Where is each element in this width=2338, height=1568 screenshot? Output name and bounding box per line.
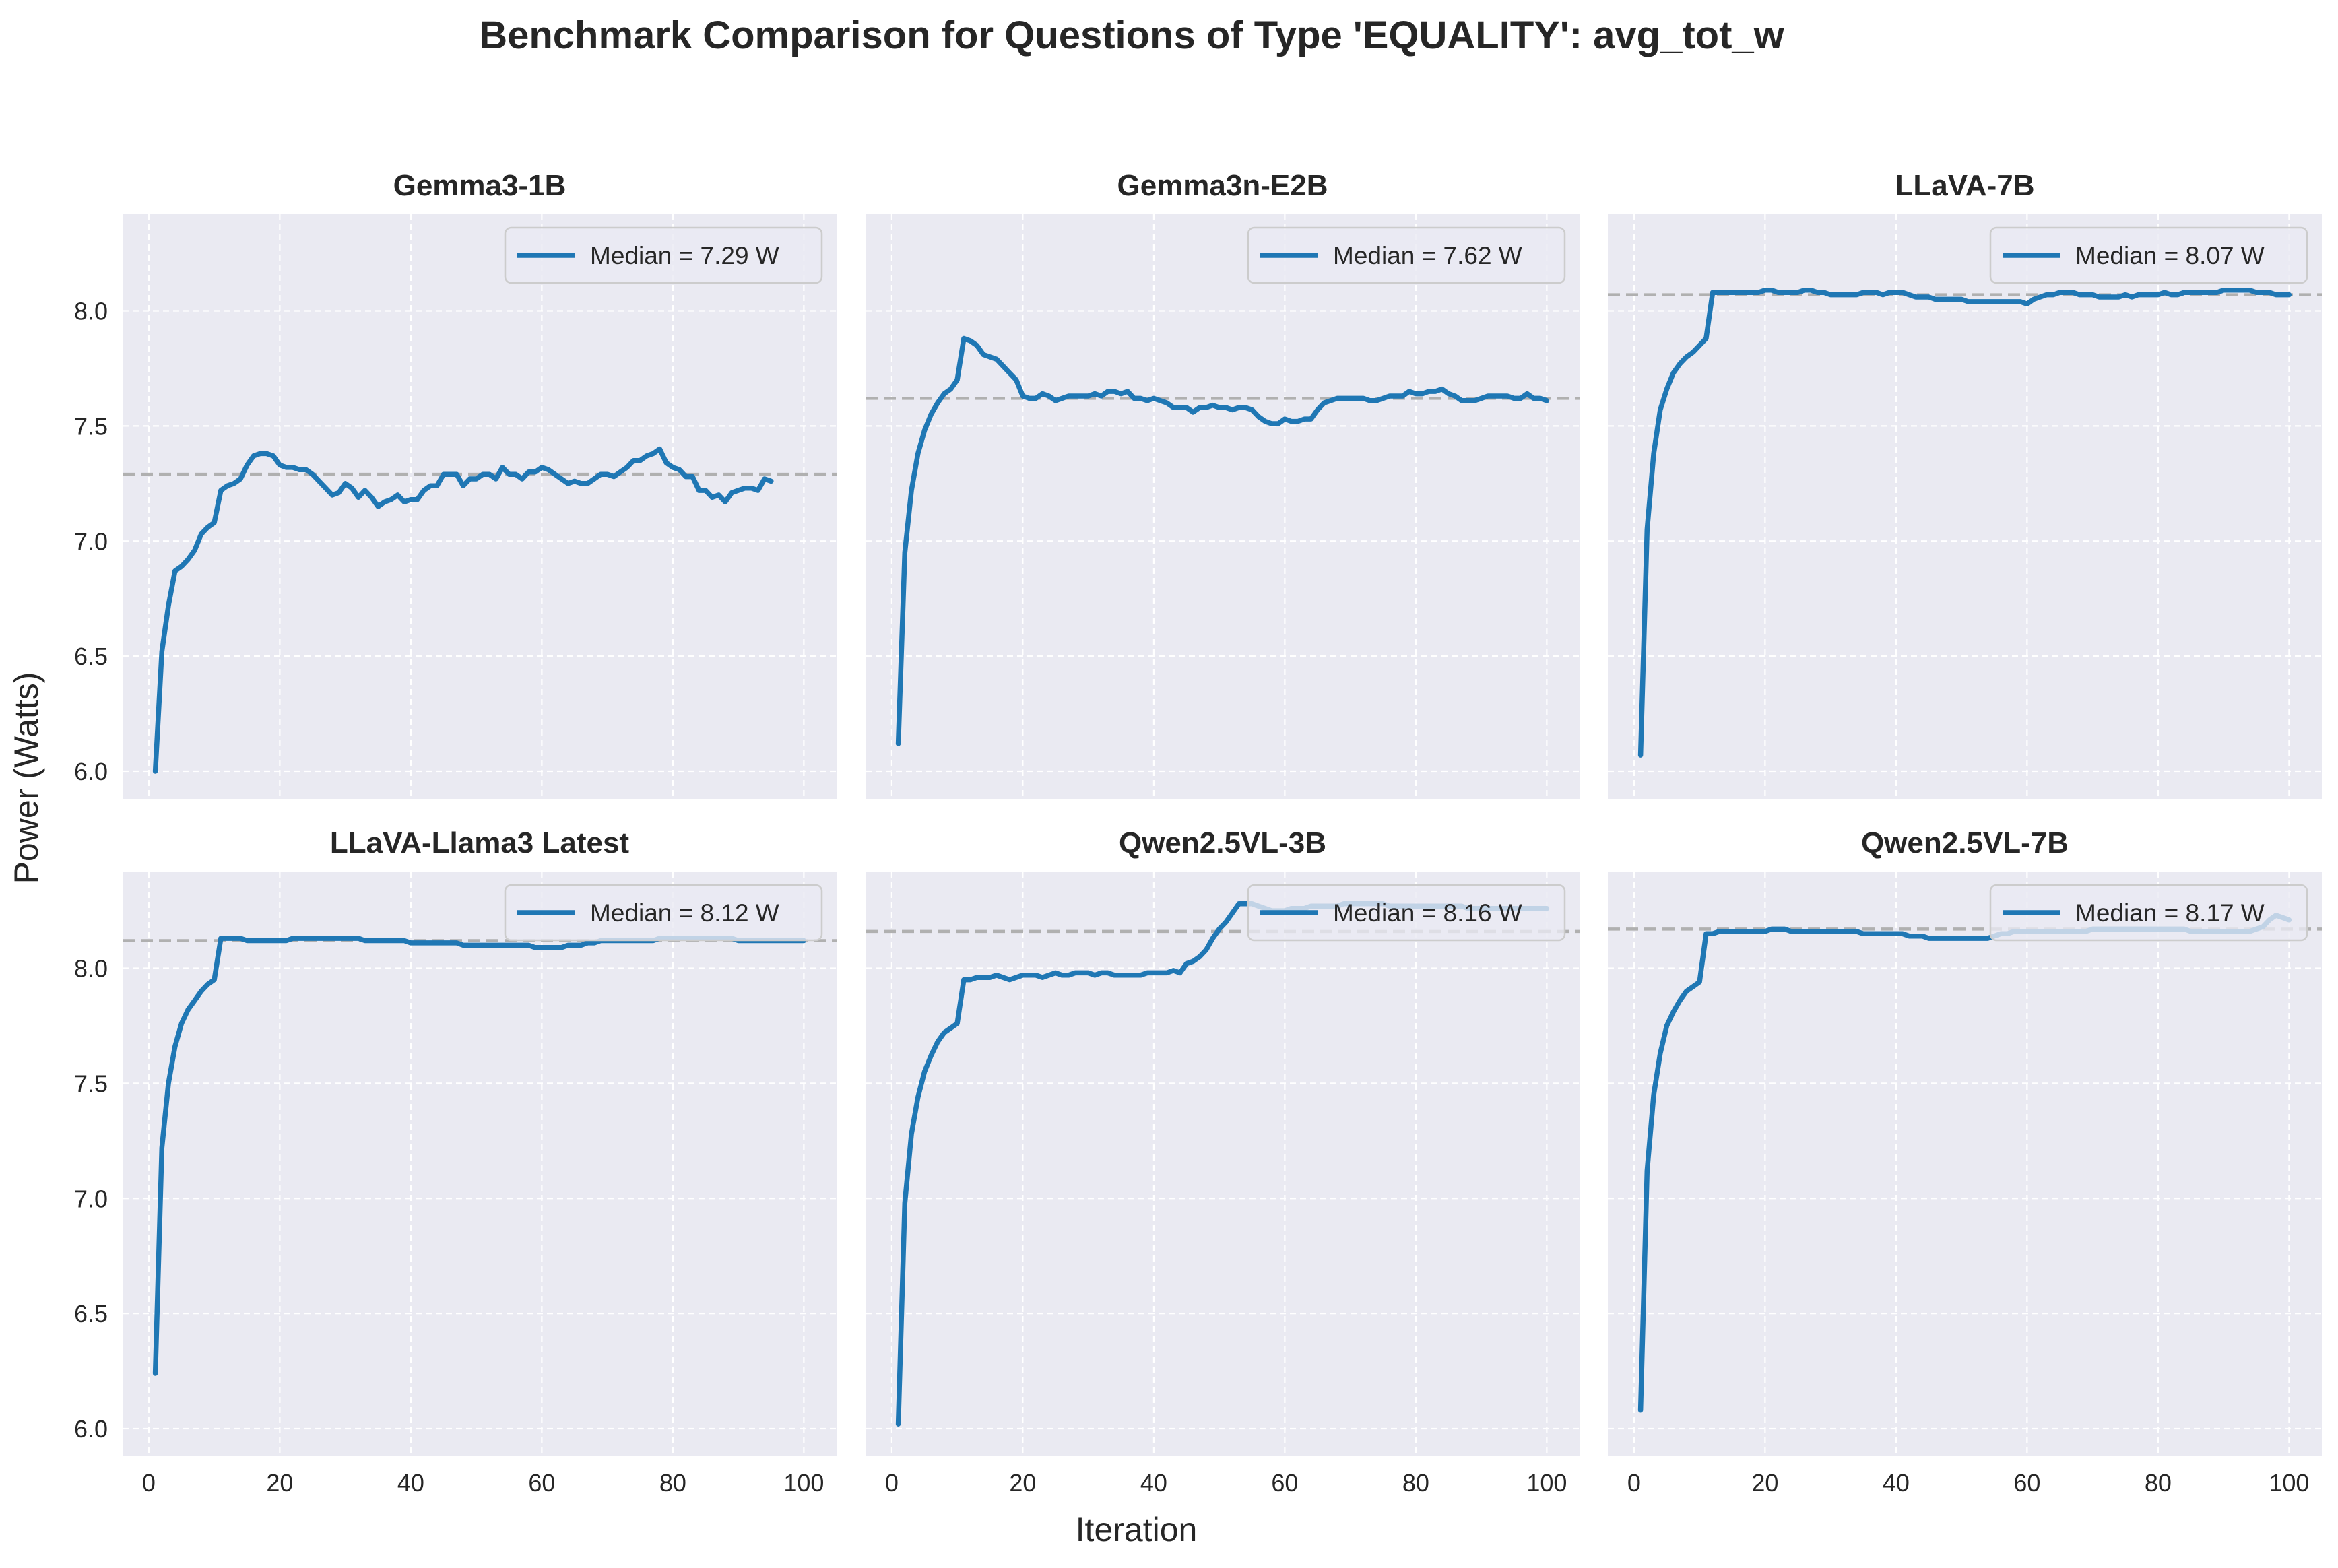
y-tick-label: 7.0 bbox=[74, 1185, 108, 1212]
x-tick-label: 40 bbox=[397, 1469, 424, 1497]
y-tick-label: 8.0 bbox=[74, 298, 108, 325]
plot-area bbox=[123, 872, 837, 1456]
x-tick-label: 40 bbox=[1883, 1469, 1910, 1497]
legend-label: Median = 8.12 W bbox=[590, 899, 779, 927]
y-tick-label: 6.0 bbox=[74, 758, 108, 785]
x-tick-label: 80 bbox=[2145, 1469, 2172, 1497]
subplot-title: LLaVA-7B bbox=[1895, 169, 2035, 202]
plot-area bbox=[1608, 872, 2322, 1456]
x-tick-label: 60 bbox=[2013, 1469, 2040, 1497]
plot-area bbox=[866, 872, 1580, 1456]
x-tick-label: 40 bbox=[1140, 1469, 1167, 1497]
legend-box bbox=[1247, 884, 1566, 942]
subplot-2: Gemma3n-E2B Median = 7.62 W bbox=[866, 169, 1580, 799]
x-tick-label: 20 bbox=[266, 1469, 293, 1497]
legend-label: Median = 8.16 W bbox=[1333, 899, 1522, 927]
legend-box bbox=[1247, 226, 1566, 284]
legend-box bbox=[1989, 226, 2308, 284]
legend-label: Median = 8.17 W bbox=[2075, 899, 2265, 927]
subplot-4: LLaVA-Llama3 Latest 6.0 6.5 7.0 7.5 8.0 0 20 40 6… bbox=[74, 826, 837, 1497]
subplot-title: Gemma3-1B bbox=[393, 169, 566, 202]
series-line bbox=[152, 446, 774, 774]
subplot-title: LLaVA-Llama3 Latest bbox=[330, 826, 630, 859]
legend-box bbox=[1989, 884, 2308, 942]
x-tick-label: 0 bbox=[1627, 1469, 1641, 1497]
x-tick-label: 100 bbox=[2269, 1469, 2309, 1497]
y-tick-label: 7.5 bbox=[74, 412, 108, 440]
legend-label: Median = 8.07 W bbox=[2075, 242, 2265, 269]
x-tick-label: 60 bbox=[1271, 1469, 1298, 1497]
x-tick-label: 20 bbox=[1751, 1469, 1778, 1497]
x-tick-label: 80 bbox=[1402, 1469, 1429, 1497]
legend-box bbox=[504, 226, 823, 284]
subplot-title: Gemma3n-E2B bbox=[1117, 169, 1328, 202]
subplot-6: Qwen2.5VL-7B 0 20 40 60 80 100 Median = 8.17 W bbox=[1608, 826, 2322, 1497]
x-tick-label: 100 bbox=[783, 1469, 824, 1497]
y-tick-label: 7.5 bbox=[74, 1070, 108, 1097]
x-tick-label: 80 bbox=[659, 1469, 686, 1497]
series-line bbox=[895, 335, 1550, 746]
y-tick-label: 7.0 bbox=[74, 527, 108, 555]
y-tick-label: 8.0 bbox=[74, 955, 108, 983]
x-tick-label: 0 bbox=[885, 1469, 899, 1497]
x-tick-label: 60 bbox=[528, 1469, 555, 1497]
x-tick-label: 20 bbox=[1009, 1469, 1036, 1497]
x-axis-label: Iteration bbox=[1076, 1511, 1198, 1548]
plot-area bbox=[123, 214, 837, 799]
plot-area bbox=[866, 214, 1580, 799]
series-line bbox=[1637, 288, 2292, 758]
legend-label: Median = 7.29 W bbox=[590, 242, 779, 269]
subplot-title: Qwen2.5VL-3B bbox=[1119, 826, 1326, 859]
y-axis-label: Power (Watts) bbox=[7, 672, 45, 884]
subplot-title: Qwen2.5VL-7B bbox=[1861, 826, 2069, 859]
subplot-1: Gemma3-1B 6.0 6.5 7.0 7.5 8.0 Median = 7.29 W bbox=[74, 169, 837, 799]
legend-label: Median = 7.62 W bbox=[1333, 242, 1522, 269]
y-tick-label: 6.5 bbox=[74, 1300, 108, 1328]
subplot-5: Qwen2.5VL-3B 0 20 40 60 80 100 Median = 8.16 W bbox=[866, 826, 1580, 1497]
subplot-3: LLaVA-7B Median = 8.07 W bbox=[1608, 169, 2322, 799]
figure-title: Benchmark Comparison for Questions of Ty… bbox=[479, 13, 1784, 57]
y-tick-label: 6.0 bbox=[74, 1415, 108, 1443]
legend-box bbox=[504, 884, 823, 942]
x-tick-label: 100 bbox=[1526, 1469, 1567, 1497]
plot-area bbox=[1608, 214, 2322, 799]
y-tick-label: 6.5 bbox=[74, 643, 108, 670]
x-tick-label: 0 bbox=[142, 1469, 156, 1497]
